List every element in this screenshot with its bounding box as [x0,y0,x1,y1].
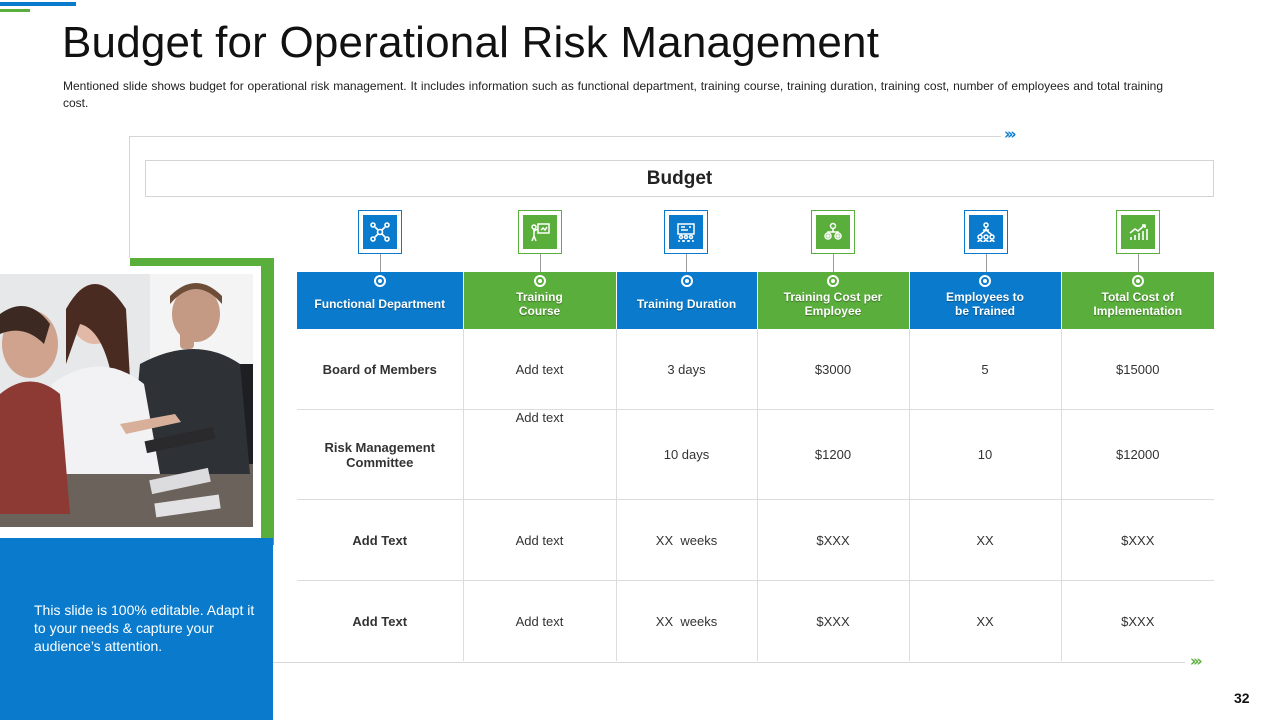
growth-chart-icon [1116,210,1160,254]
table-cell: Add text [462,409,616,500]
table-cell: Add text [462,329,616,410]
table-cell: $XXX [756,580,909,661]
table-cell: XX weeks [615,580,757,661]
schedule-board-icon [664,210,708,254]
info-panel [0,538,273,720]
column-header: Functional Department [297,272,463,329]
slide-subtitle: Mentioned slide shows budget for operati… [63,79,1163,110]
connector-line [1138,254,1139,272]
circle-dot-icon [680,275,693,287]
table-row: Add Text Add text XX weeks $XXX XX $XXX [297,580,1214,661]
connector-line [380,254,381,272]
frame-line-top [129,136,1001,137]
circle-dot-icon [827,275,839,287]
table-cell: Add text [462,580,616,661]
budget-table: Functional Department Training Course Tr… [297,272,1214,661]
table-row: Add Text Add text XX weeks $XXX XX $XXX [297,499,1214,581]
column-header: Training Cost per Employee [756,272,909,329]
table-cell: 3 days [615,329,757,410]
table-cell: XX weeks [615,499,757,581]
connector-line [686,254,687,272]
org-chart-icon [964,210,1008,254]
budget-heading: Budget [145,160,1214,197]
chevron-right-icon: ››› [1004,125,1016,143]
call-center-photo [0,274,253,527]
slide-title: Budget for Operational Risk Management [62,18,880,67]
column-header: Employees to be Trained [908,272,1061,329]
circle-dot-icon [1131,275,1144,287]
page-number: 32 [1234,690,1250,706]
table-header-row: Functional Department Training Course Tr… [297,272,1214,329]
table-row: Board of Members Add text 3 days $3000 5… [297,329,1214,410]
table-cell: Board of Members [297,329,463,410]
column-header: Total Cost of Implementation [1060,272,1214,329]
column-header: Training Course [462,272,616,329]
side-note: This slide is 100% editable. Adapt it to… [34,602,255,654]
table-cell: Add Text [297,499,463,581]
circle-dot-icon [533,275,546,287]
top-accent-bar-green [0,9,30,12]
table-cell: $XXX [1060,580,1214,661]
connector-line [540,254,541,272]
table-cell: $XXX [756,499,909,581]
connector-line [986,254,987,272]
presentation-icon [518,210,562,254]
connector-line [833,254,834,272]
table-cell: Add text [462,499,616,581]
circle-dot-icon [979,275,991,287]
table-cell: $15000 [1060,329,1214,410]
table-cell: $3000 [756,329,909,410]
table-cell: 10 days [615,409,757,500]
network-icon [358,210,402,254]
table-cell: $1200 [756,409,909,500]
table-cell: 10 [908,409,1061,500]
frame-line-left [129,136,130,258]
frame-line-bottom [273,662,1185,663]
table-cell: 5 [908,329,1061,410]
column-header: Training Duration [615,272,757,329]
table-cell: $12000 [1060,409,1214,500]
table-cell: Add Text [352,613,408,629]
cost-gears-icon [811,210,855,254]
top-accent-bar-blue [0,2,76,6]
table-cell: Risk Management Committee [297,409,463,500]
table-cell: XX [908,580,1061,661]
circle-dot-icon [373,275,386,287]
table-row: Risk Management Committee Add text 10 da… [297,409,1214,500]
table-cell: $XXX [1060,499,1214,581]
table-cell: XX [908,499,1061,581]
